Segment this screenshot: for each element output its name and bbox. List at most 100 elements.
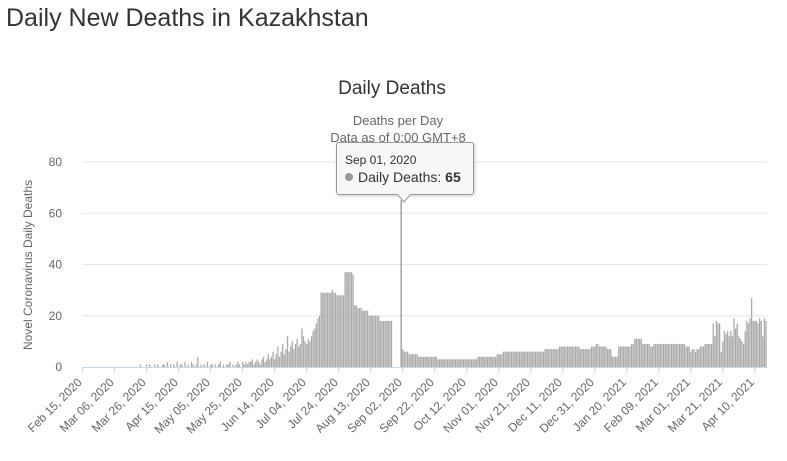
bar[interactable] <box>600 346 602 368</box>
bar[interactable] <box>222 364 225 367</box>
bar[interactable] <box>181 364 183 367</box>
bar[interactable] <box>219 361 221 367</box>
bar[interactable] <box>547 349 550 367</box>
bar[interactable] <box>704 343 706 367</box>
bar[interactable] <box>688 346 690 368</box>
bar[interactable] <box>669 343 671 367</box>
bar[interactable] <box>517 351 519 367</box>
bar[interactable] <box>522 351 524 367</box>
bar[interactable] <box>531 351 534 367</box>
bar[interactable] <box>323 292 325 367</box>
bar[interactable] <box>675 343 678 367</box>
bar[interactable] <box>509 351 511 367</box>
bar[interactable] <box>568 346 570 368</box>
bar[interactable] <box>501 354 503 367</box>
bar[interactable] <box>618 346 620 368</box>
bar[interactable] <box>698 349 700 367</box>
bar[interactable] <box>485 356 487 367</box>
bar[interactable] <box>526 351 529 367</box>
bar[interactable] <box>469 359 471 367</box>
bar[interactable] <box>494 356 497 367</box>
bar[interactable] <box>648 343 650 367</box>
bar[interactable] <box>693 349 695 367</box>
bar[interactable] <box>458 359 460 367</box>
bar[interactable] <box>328 292 330 367</box>
bar[interactable] <box>389 320 391 367</box>
bar[interactable] <box>701 346 703 368</box>
bar[interactable] <box>483 356 485 367</box>
bar[interactable] <box>632 343 634 367</box>
bar[interactable] <box>211 364 213 367</box>
bar[interactable] <box>285 349 287 367</box>
bar[interactable] <box>341 295 343 367</box>
bar[interactable] <box>190 361 193 367</box>
bar[interactable] <box>402 349 404 367</box>
bar[interactable] <box>603 346 606 368</box>
bar[interactable] <box>339 295 341 367</box>
bar[interactable] <box>382 320 385 367</box>
bar[interactable] <box>670 343 673 367</box>
bar[interactable] <box>530 351 532 367</box>
bar[interactable] <box>542 351 545 367</box>
bar[interactable] <box>477 356 479 367</box>
bar[interactable] <box>581 349 583 367</box>
bar[interactable] <box>571 346 574 368</box>
bar[interactable] <box>646 343 649 367</box>
bar[interactable] <box>538 351 540 367</box>
bar[interactable] <box>608 349 610 367</box>
bar[interactable] <box>318 315 321 367</box>
bar[interactable] <box>691 349 694 367</box>
bar[interactable] <box>442 359 444 367</box>
bar[interactable] <box>643 343 646 367</box>
bar[interactable] <box>613 356 615 367</box>
bar[interactable] <box>355 305 357 368</box>
bar[interactable] <box>718 323 721 367</box>
bar[interactable] <box>541 351 543 367</box>
bar[interactable] <box>714 336 716 367</box>
bar[interactable] <box>653 343 655 367</box>
bar[interactable] <box>286 336 289 367</box>
bar[interactable] <box>622 346 625 368</box>
bar[interactable] <box>642 343 644 367</box>
bar[interactable] <box>179 364 181 367</box>
bar[interactable] <box>253 364 255 367</box>
bar[interactable] <box>299 343 301 367</box>
bar[interactable] <box>290 346 292 368</box>
bar[interactable] <box>554 349 556 367</box>
bar[interactable] <box>750 297 753 367</box>
bar[interactable] <box>429 356 431 367</box>
bar[interactable] <box>678 343 681 367</box>
bar[interactable] <box>536 351 538 367</box>
bar[interactable] <box>462 359 465 367</box>
bar[interactable] <box>728 336 730 367</box>
bar[interactable] <box>378 315 380 367</box>
bar[interactable] <box>582 349 585 367</box>
bar[interactable] <box>334 292 337 367</box>
bar[interactable] <box>440 359 442 367</box>
bar[interactable] <box>738 336 740 367</box>
bar[interactable] <box>251 359 253 367</box>
bar[interactable] <box>307 338 309 367</box>
bar[interactable] <box>490 356 492 367</box>
bar[interactable] <box>139 364 141 367</box>
bar[interactable] <box>461 359 463 367</box>
bar[interactable] <box>384 320 386 367</box>
bar[interactable] <box>478 356 481 367</box>
bar[interactable] <box>206 361 209 367</box>
bar[interactable] <box>282 343 284 367</box>
bar[interactable] <box>421 356 423 367</box>
bar[interactable] <box>387 320 389 367</box>
bar[interactable] <box>218 364 220 367</box>
bar[interactable] <box>200 364 202 367</box>
bar[interactable] <box>192 364 194 367</box>
bar[interactable] <box>574 346 577 368</box>
bar[interactable] <box>414 354 417 367</box>
bar[interactable] <box>210 364 212 367</box>
bar[interactable] <box>166 361 169 367</box>
bar[interactable] <box>570 346 572 368</box>
bar[interactable] <box>430 356 433 367</box>
bar[interactable] <box>227 364 229 367</box>
bar[interactable] <box>272 351 274 367</box>
bar[interactable] <box>346 272 348 367</box>
bar[interactable] <box>520 351 522 367</box>
